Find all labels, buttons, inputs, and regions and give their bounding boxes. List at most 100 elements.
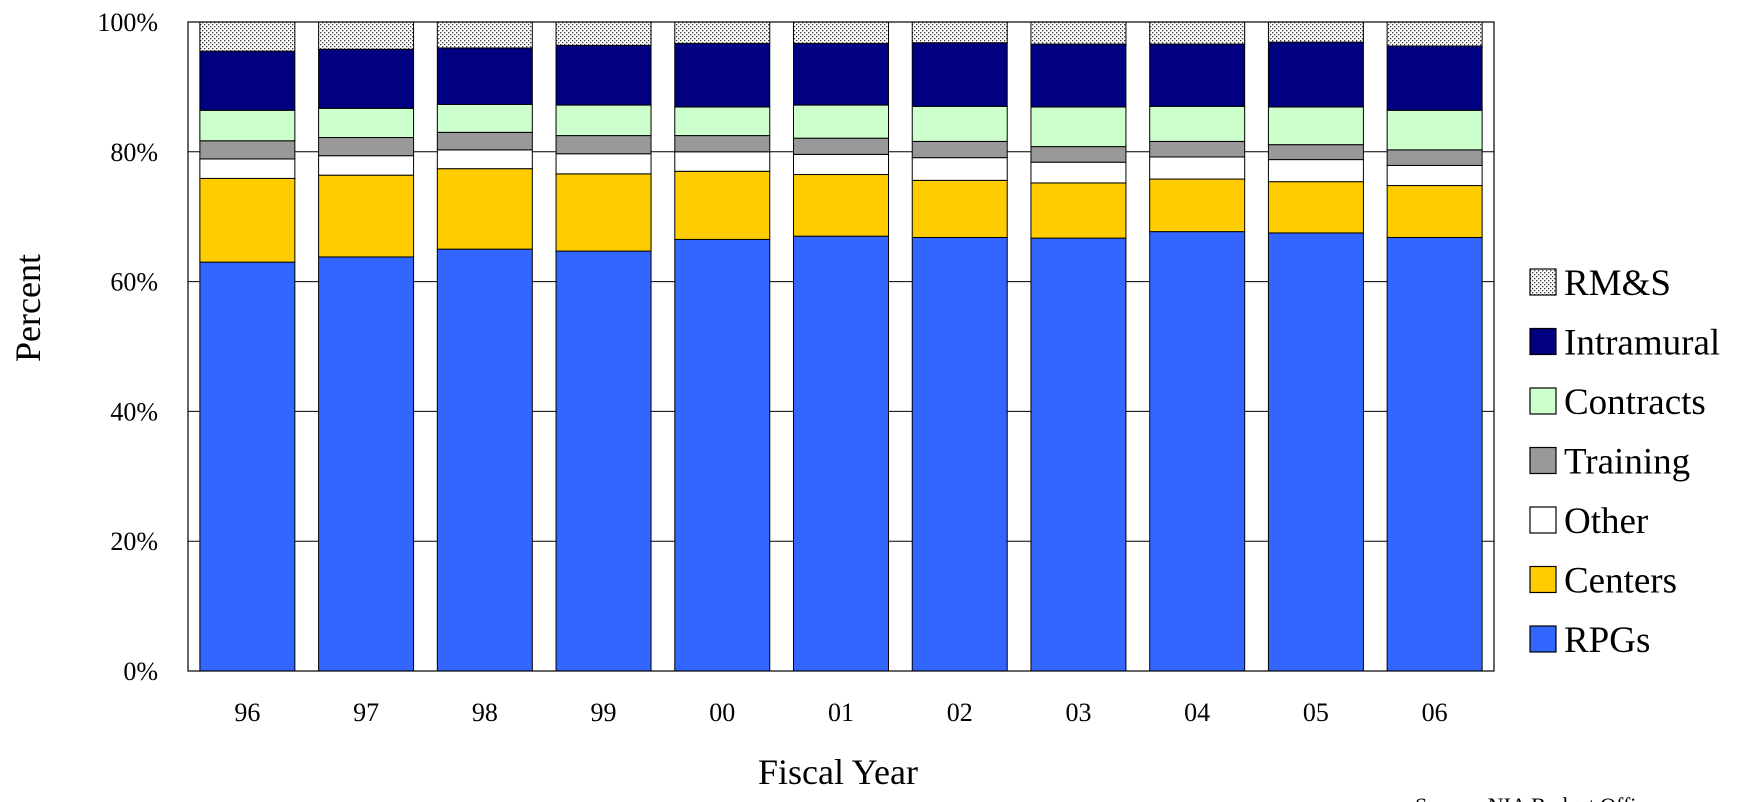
y-tick-label: 60% [110,268,158,297]
bar-segment-training [1267,144,1364,161]
bar-segment-contracts [1267,106,1364,146]
bar-segment-centers [555,173,652,252]
bar-segment-intramural [1149,43,1246,107]
y-axis-title: Percent [8,254,48,362]
bar-segment-contracts [1386,109,1483,151]
x-tick-label: 97 [353,698,379,727]
bar-segment-centers [1267,181,1364,234]
bar-segment-other [1149,156,1246,180]
bar-segment-contracts [199,109,296,142]
x-tick-label: 00 [709,698,735,727]
legend-label: RM&S [1564,263,1671,304]
bar-segment-rm-s [1030,21,1127,45]
bar-segment-rpgs [436,248,533,672]
bar-segment-intramural [911,42,1008,107]
bar-segment-centers [1030,182,1127,239]
bar-segment-rpgs [318,256,415,672]
bar-segment-other [911,157,1008,181]
legend: RM&S Intramural Contracts Training Other Cent… [1529,263,1720,661]
bar-segment-contracts [793,104,889,139]
bar-segment-centers [199,177,296,263]
bar-segment-contracts [436,103,533,133]
bar-segment-intramural [1030,43,1127,108]
x-tick-label: 03 [1065,698,1091,727]
legend-swatch [1529,506,1557,534]
bar-segment-centers [436,168,533,250]
bars [199,21,1483,672]
bar-segment-contracts [318,107,415,139]
bar-segment-other [199,158,296,179]
bar-segment-rm-s [911,21,1008,44]
bar-segment-contracts [1149,105,1246,142]
x-tick-label: 01 [828,698,854,727]
bar-segment-rpgs [793,235,889,672]
bar-segment-intramural [674,42,771,108]
bar-segment-centers [911,179,1008,238]
bar-segment-intramural [199,50,296,111]
x-axis-title: Fiscal Year [758,752,918,792]
legend-swatch [1529,446,1557,475]
y-tick-label: 20% [110,527,158,556]
legend-label: Other [1564,501,1648,542]
legend-swatch [1529,387,1557,415]
x-tick-label: 06 [1422,698,1448,727]
bar-segment-rpgs [1030,237,1127,672]
bar-segment-other [318,155,415,176]
bar-segment-contracts [555,104,652,137]
x-tick-labels: 96 97 98 99 00 01 02 03 04 05 06 [234,698,1447,727]
bar-segment-contracts [674,106,771,137]
legend-label: Contracts [1564,382,1706,423]
bar-segment-training [1030,146,1127,163]
bar-segment-rm-s [436,21,533,49]
bar-segment-other [436,149,533,170]
bar-segment-other [1267,159,1364,183]
x-tick-label: 98 [472,698,498,727]
bar-segment-rm-s [674,21,771,44]
bar-segment-rpgs [199,261,296,672]
bar-segment-training [199,140,296,160]
bar-segment-rpgs [674,238,771,672]
bar-segment-other [1386,164,1483,187]
bar-segment-rpgs [911,236,1008,672]
bar-segment-other [793,153,889,176]
bar-segment-rpgs [1267,232,1364,672]
bar-segment-intramural [793,42,889,106]
bar-segment-intramural [1386,45,1483,111]
legend-swatch [1529,268,1557,296]
bar-segment-training [793,137,889,155]
legend-swatch [1529,565,1557,594]
bar-segment-intramural [1267,41,1364,108]
bar-segment-rm-s [1386,21,1483,47]
x-tick-label: 05 [1303,698,1329,727]
bar-segment-rm-s [555,21,652,46]
bar-segment-training [1149,140,1246,158]
x-tick-label: 04 [1184,698,1210,727]
bar-segment-rm-s [1149,21,1246,45]
bar-segment-contracts [1030,106,1127,148]
bar-segment-other [1030,161,1127,184]
bar-segment-intramural [318,48,415,109]
y-tick-labels: 0% 20% 40% 60% 80% 100% [97,8,158,686]
y-tick-label: 0% [123,657,158,686]
y-tick-label: 100% [97,8,158,37]
bar-segment-other [674,151,771,172]
bar-segment-rm-s [318,21,415,50]
bar-segment-rpgs [555,250,652,672]
plot-frame [187,21,1495,672]
bar-segment-centers [793,174,889,237]
bar-segment-rpgs [1149,231,1246,672]
bar-segment-intramural [436,47,533,105]
bar-segment-rm-s [793,21,889,44]
bar-segment-centers [1386,185,1483,238]
bar-segment-centers [1149,178,1246,233]
x-tick-label: 02 [947,698,973,727]
bar-segment-training [318,137,415,157]
bar-segment-training [911,140,1008,159]
bar-segment-rpgs [1386,236,1483,672]
legend-swatch [1529,625,1557,653]
bar-segment-training [555,135,652,155]
bar-segment-contracts [911,105,1008,142]
legend-label: Training [1564,442,1690,483]
bar-segment-centers [318,174,415,258]
